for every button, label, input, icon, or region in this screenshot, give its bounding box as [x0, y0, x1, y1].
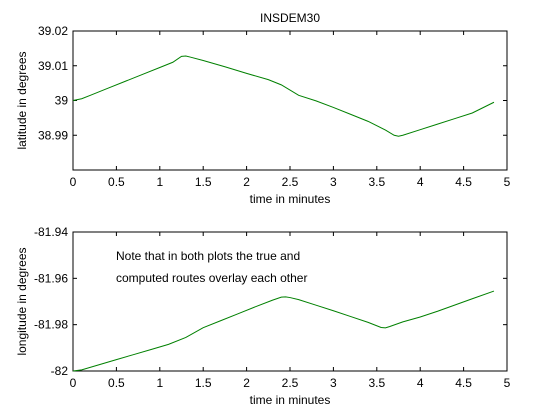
- lon-route-line: [72, 290, 495, 372]
- lat-x-tick-label: 0.5: [108, 175, 125, 189]
- lat-y-tick-label: 39: [55, 94, 69, 108]
- lat-x-tick-label: 3: [330, 175, 337, 189]
- lat-y-tick-label: 39.01: [38, 59, 68, 73]
- lat-x-tick-label: 2.5: [282, 175, 299, 189]
- lon-x-tick-label: 3.5: [368, 376, 385, 390]
- lon-x-tick-label: 3: [330, 376, 337, 390]
- annotation-line-2: computed routes overlay each other: [116, 271, 307, 285]
- longitude-plot: 0 0.5 1 1.5 2 2.5 3 3.5 4 4.5 5 -82 -81.98 -81.96 -81.…: [15, 225, 511, 407]
- lat-y-tick-label: 39.02: [38, 24, 68, 38]
- lon-y-axis-label: longitude in degrees: [15, 247, 29, 355]
- lat-x-tick-label: 1.5: [195, 175, 212, 189]
- lon-x-tick-label: 2.5: [282, 376, 299, 390]
- lat-x-tick-label: 4.5: [455, 175, 472, 189]
- lon-x-axis-label: time in minutes: [250, 393, 331, 407]
- lon-x-tick-label: 5: [504, 376, 511, 390]
- lat-x-tick-label: 3.5: [368, 175, 385, 189]
- lat-x-tick-label: 4: [417, 175, 424, 189]
- lon-x-tick-label: 4: [417, 376, 424, 390]
- lat-y-tick-label: 38.99: [38, 128, 68, 142]
- lon-x-tick-label: 1: [156, 376, 163, 390]
- annotation-line-1: Note that in both plots the true and: [116, 249, 300, 263]
- lon-x-tick-label: 0.5: [108, 376, 125, 390]
- lon-y-tick-label: -81.96: [34, 271, 68, 285]
- lon-x-tick-label: 2: [243, 376, 250, 390]
- lat-route-line: [72, 55, 495, 137]
- figure-title: INSDEM30: [260, 11, 320, 25]
- lat-x-tick-label: 5: [504, 175, 511, 189]
- lon-x-tick-label: 1.5: [195, 376, 212, 390]
- lon-y-tick-label: -81.94: [34, 225, 68, 239]
- overlay-annotation: Note that in both plots the true and com…: [116, 249, 307, 285]
- lon-y-tick-label: -81.98: [34, 318, 68, 332]
- latitude-plot: 0 0.5 1 1.5 2 2.5 3 3.5 4 4.5 5 38.99 39 39.01 39.02 ti…: [15, 24, 511, 206]
- lat-x-tick-label: 1: [156, 175, 163, 189]
- lat-x-tick-label: 0: [70, 175, 77, 189]
- lat-x-axis-label: time in minutes: [250, 192, 331, 206]
- lon-x-tick-label: 4.5: [455, 376, 472, 390]
- lon-y-tick-label: -82: [51, 364, 69, 378]
- lat-y-axis-label: latitude in degrees: [15, 51, 29, 149]
- lat-x-tick-label: 2: [243, 175, 250, 189]
- lon-x-tick-label: 0: [70, 376, 77, 390]
